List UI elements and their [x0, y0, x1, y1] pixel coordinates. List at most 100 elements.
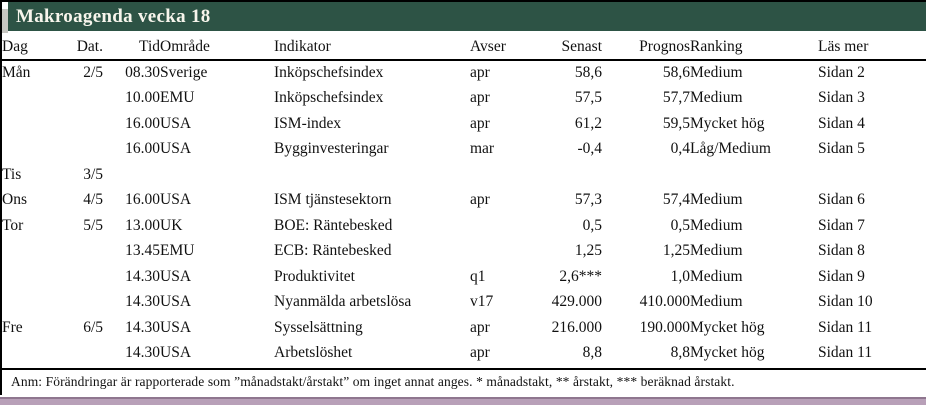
cell-avser: apr — [470, 318, 490, 336]
table-row: 16.00 USA Bygginvesteringar mar -0,4 0,4 Låg/M… — [2, 137, 926, 163]
cell-avser: apr — [470, 114, 490, 132]
cell-dat: 4/5 — [83, 191, 103, 209]
cell-tid: 14.30 — [125, 318, 160, 336]
cell-lasmer: Sidan 6 — [818, 191, 865, 209]
cell-lasmer — [818, 162, 926, 188]
cell-ranking: Medium — [690, 64, 743, 82]
cell-tid: 14.30 — [125, 267, 160, 285]
cell-dag — [2, 264, 73, 290]
table-row: 16.00 USA ISM-index apr 61,2 59,5 Mycket hög Si… — [2, 111, 926, 137]
cell-dat: 2/5 — [83, 64, 103, 82]
cell-lasmer: Sidan 3 — [818, 89, 865, 107]
cell-prognos: 190.000 — [639, 318, 690, 336]
cell-tid: 08.30 — [125, 64, 160, 82]
cell-lasmer: Sidan 11 — [818, 318, 873, 336]
cell-indikator: Nyanmälda arbetslösa — [274, 293, 412, 311]
cell-ranking: Medium — [690, 191, 743, 209]
cell-ranking: Medium — [690, 216, 743, 234]
cell-senast: 429.000 — [551, 293, 602, 311]
col-header-prognos: Prognos — [602, 34, 690, 61]
cell-dag: Tor — [2, 216, 24, 234]
cell-indikator: Arbetslöshet — [274, 344, 353, 362]
cell-dag — [2, 86, 73, 112]
cell-dag: Ons — [2, 191, 27, 209]
cell-senast: 8,8 — [582, 344, 602, 362]
cell-ranking: Medium — [690, 242, 743, 260]
cell-lasmer: Sidan 11 — [818, 344, 873, 362]
cell-ranking: Mycket hög — [690, 318, 765, 336]
cell-senast: 216.000 — [551, 318, 602, 336]
cell-ranking: Mycket hög — [690, 114, 765, 132]
col-header-tid: Tid — [103, 34, 160, 61]
cell-prognos: 1,0 — [670, 267, 690, 285]
cell-omrade: UK — [160, 216, 183, 234]
cell-dat: 5/5 — [83, 216, 103, 234]
cell-indikator: Inköpschefsindex — [274, 64, 384, 82]
cell-prognos: 57,4 — [662, 191, 690, 209]
table-row: 14.30 USA Arbetslöshet apr 8,8 8,8 Mycket hög S… — [2, 341, 926, 367]
cell-omrade: EMU — [160, 89, 195, 107]
cell-lasmer: Sidan 8 — [818, 242, 865, 260]
page-title: Makroagenda vecka 18 — [16, 5, 211, 27]
cell-prognos: 8,8 — [670, 344, 690, 362]
table-row: Tor 5/5 13.00 UK BOE: Räntebesked 0,5 0,5 Mediu… — [2, 213, 926, 239]
cell-avser — [470, 239, 530, 265]
cell-lasmer: Sidan 10 — [818, 293, 873, 311]
cell-prognos — [602, 162, 690, 188]
cell-omrade: USA — [160, 114, 192, 132]
cell-ranking: Låg/Medium — [690, 140, 771, 158]
cell-omrade: USA — [160, 267, 192, 285]
cell-senast: 61,2 — [574, 114, 602, 132]
cell-prognos: 59,5 — [662, 114, 690, 132]
cell-senast: 1,25 — [574, 242, 602, 260]
cell-dat — [73, 239, 103, 265]
cell-lasmer: Sidan 4 — [818, 114, 865, 132]
cell-ranking: Medium — [690, 89, 743, 107]
cell-avser: apr — [470, 191, 490, 209]
cell-senast: 57,5 — [574, 89, 602, 107]
cell-tid — [103, 162, 160, 188]
agenda-table: Dag Dat. Tid Område Indikator Avser Sena… — [2, 34, 926, 366]
cell-lasmer: Sidan 5 — [818, 140, 865, 158]
cell-prognos: 410.000 — [639, 293, 690, 311]
cell-indikator — [274, 162, 470, 188]
cell-ranking: Medium — [690, 293, 743, 311]
cell-lasmer: Sidan 9 — [818, 267, 865, 285]
bottom-accent-bar — [0, 397, 926, 405]
cell-omrade: Sverige — [160, 64, 208, 82]
col-header-senast: Senast — [530, 34, 602, 61]
header-row: Dag Dat. Tid Område Indikator Avser Sena… — [2, 34, 926, 61]
cell-ranking: Mycket hög — [690, 344, 765, 362]
col-header-avser: Avser — [470, 34, 530, 61]
cell-avser: apr — [470, 344, 490, 362]
footnote-divider — [2, 368, 926, 370]
agenda-header: Dag Dat. Tid Område Indikator Avser Sena… — [2, 34, 926, 61]
cell-dag: Tis — [2, 165, 22, 183]
cell-prognos: 0,5 — [670, 216, 690, 234]
footnote-text: Anm: Förändringar är rapporterade som ”m… — [11, 374, 735, 389]
cell-dag — [2, 239, 73, 265]
cell-omrade: USA — [160, 140, 192, 158]
cell-omrade: USA — [160, 191, 192, 209]
title-bar-notch — [2, 9, 8, 33]
cell-senast: 0,5 — [582, 216, 602, 234]
cell-senast: 58,6 — [574, 64, 602, 82]
cell-avser: apr — [470, 89, 490, 107]
cell-omrade: EMU — [160, 242, 195, 260]
cell-tid: 13.45 — [125, 242, 160, 260]
cell-dag — [2, 137, 73, 163]
cell-avser — [470, 213, 530, 239]
col-header-lasmer: Läs mer — [818, 34, 926, 61]
cell-omrade: USA — [160, 318, 192, 336]
cell-senast — [530, 162, 602, 188]
cell-indikator: BOE: Räntebesked — [274, 216, 393, 234]
cell-tid: 10.00 — [125, 89, 160, 107]
cell-senast: -0,4 — [577, 140, 602, 158]
cell-senast: 57,3 — [574, 191, 602, 209]
agenda-table-area: Makroagenda vecka 18 Dag Dat. Tid Område… — [0, 0, 926, 395]
cell-prognos: 0,4 — [670, 140, 690, 158]
cell-dat — [73, 341, 103, 367]
table-row: Tis 3/5 — [2, 162, 926, 188]
cell-dag — [2, 341, 73, 367]
